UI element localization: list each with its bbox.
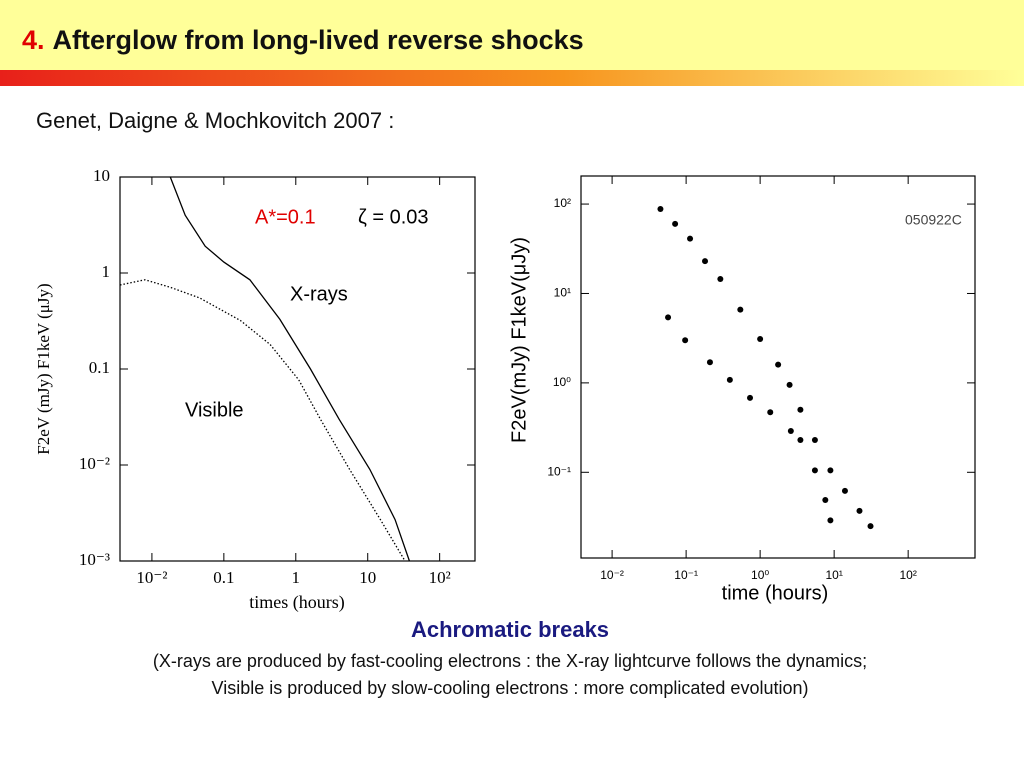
caption-line: (X-rays are produced by fast-cooling ele… <box>153 651 867 671</box>
y-tick-label: 1 <box>102 262 111 281</box>
annotation: A*=0.1 <box>255 206 316 228</box>
header-bar <box>0 70 1024 86</box>
plot-frame <box>119 176 476 562</box>
x-tick-label: 10 <box>359 568 376 587</box>
title-number: 4. <box>22 25 45 55</box>
title-text: Afterglow from long-lived reverse shocks <box>53 25 584 55</box>
data-point <box>775 361 782 368</box>
data-point <box>787 427 794 434</box>
data-point <box>726 376 733 383</box>
y-tick-label: 10⁻¹ <box>547 464 571 478</box>
annotation: ζ = 0.03 <box>358 206 429 228</box>
data-point <box>747 394 754 401</box>
data-point <box>822 496 829 503</box>
plot-frame <box>580 175 976 559</box>
data-point <box>811 436 818 443</box>
caption-line: Visible is produced by slow-cooling elec… <box>212 678 809 698</box>
data-point <box>737 306 744 313</box>
x-tick-label: 0.1 <box>213 568 234 587</box>
data-point <box>757 335 764 342</box>
chart: 10⁻² 0.1 1 10 10² 10⁻³ 10⁻² 0.1 1 10 times (hours)… <box>34 166 476 613</box>
y-tick-label: 10 <box>93 166 110 185</box>
series-label: Visible <box>185 399 244 421</box>
caption-heading: Achromatic breaks <box>411 617 609 642</box>
x-tick-label: 10⁻² <box>136 568 167 587</box>
x-tick-label: 10² <box>429 568 451 587</box>
data-point <box>672 220 679 227</box>
data-point <box>702 258 709 265</box>
data-point <box>717 276 724 283</box>
data-point <box>706 359 713 366</box>
y-tick-label: 10² <box>554 196 571 210</box>
x-tick-label: 1 <box>292 568 301 587</box>
x-tick-label: 10¹ <box>825 568 842 582</box>
data-point <box>657 206 664 213</box>
y-axis-label: F2eV (mJy) F1keV (μJy) <box>34 283 53 454</box>
data-point <box>867 523 874 530</box>
data-point <box>682 337 689 344</box>
annotation: 050922C <box>905 212 962 228</box>
data-point <box>786 381 793 388</box>
series-label: X-rays <box>290 283 348 305</box>
series-line <box>119 279 406 562</box>
data-point <box>856 507 863 514</box>
series-line <box>169 176 411 562</box>
data-point <box>687 235 694 242</box>
y-tick-label: 10⁰ <box>553 375 571 389</box>
slide-title: 4. Afterglow from long-lived reverse shoc… <box>22 25 584 55</box>
data-point <box>841 487 848 494</box>
data-point <box>797 406 804 413</box>
chart: 10⁻² 10⁻¹ 10⁰ 10¹ 10² 10⁻¹ 10⁰ 10¹ 10² time (hour… <box>508 175 976 604</box>
y-tick-label: 0.1 <box>89 358 110 377</box>
x-tick-label: 10⁻¹ <box>674 568 698 582</box>
y-axis-label: F2eV(mJy) F1keV(μJy) <box>508 237 530 443</box>
x-tick-label: 10² <box>899 568 916 582</box>
data-point <box>665 314 672 321</box>
y-tick-label: 10¹ <box>554 286 571 300</box>
data-point <box>827 517 834 524</box>
data-point <box>827 467 834 474</box>
y-tick-label: 10⁻² <box>79 454 110 473</box>
x-axis-label: times (hours) <box>249 592 344 613</box>
x-axis-label: time (hours) <box>722 582 829 604</box>
x-tick-label: 10⁻² <box>600 568 624 582</box>
header-band <box>0 0 1024 72</box>
data-point <box>767 409 774 416</box>
data-point <box>811 467 818 474</box>
subtitle: Genet, Daigne & Mochkovitch 2007 : <box>36 108 394 133</box>
data-point <box>797 436 804 443</box>
y-tick-label: 10⁻³ <box>79 550 110 569</box>
x-tick-label: 10⁰ <box>751 568 769 582</box>
